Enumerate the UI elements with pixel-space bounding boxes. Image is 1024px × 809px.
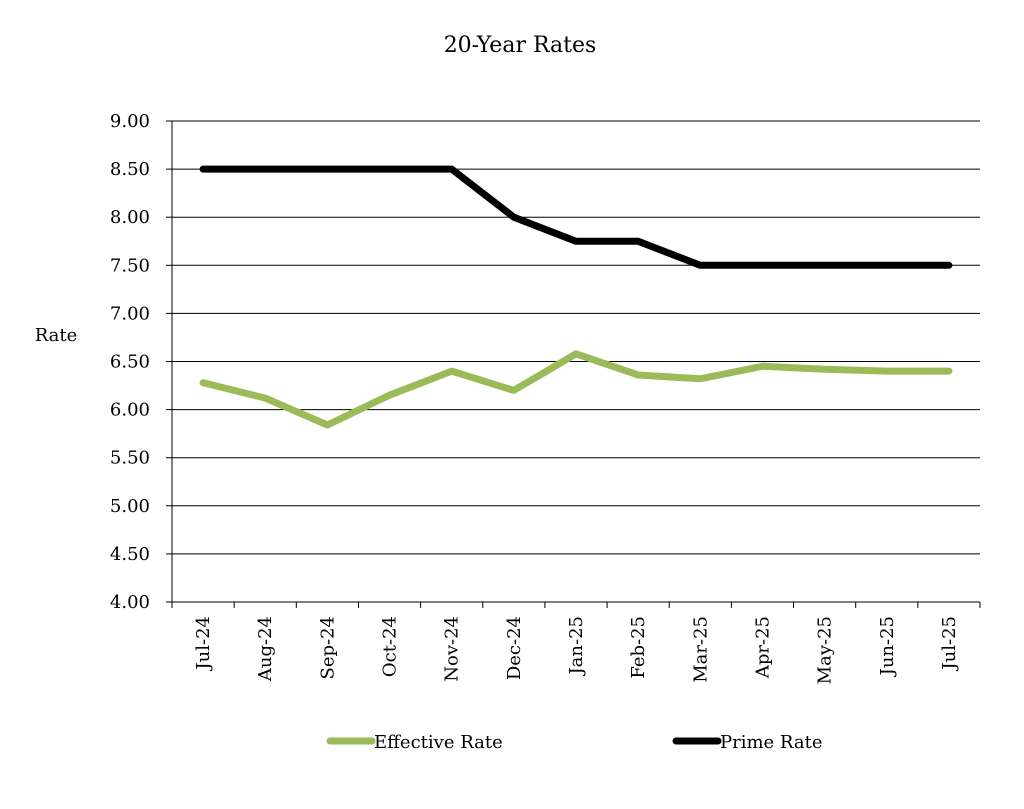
x-tick-label: Jun-25 [877, 616, 898, 677]
x-tick-label: Nov-24 [442, 616, 463, 682]
x-tick-label: Oct-24 [380, 616, 401, 677]
y-tick-label: 8.00 [110, 207, 150, 228]
legend-label: Prime Rate [720, 732, 823, 753]
legend: Effective Rate Prime Rate [326, 732, 823, 753]
y-tick-label: 5.00 [110, 496, 150, 517]
y-tick-label: 7.00 [110, 303, 150, 324]
series-layer [199, 165, 953, 429]
axes [171, 121, 981, 608]
y-tick-label: 5.50 [110, 448, 150, 469]
x-tick-label: Dec-24 [504, 616, 525, 680]
series-line-0 [199, 350, 953, 429]
grid-lines [166, 120, 980, 603]
x-tick-label: Jul-25 [939, 616, 960, 672]
x-tick-label: May-25 [815, 616, 836, 684]
y-tick-label: 4.00 [110, 592, 150, 613]
y-tick-label: 9.00 [110, 111, 150, 132]
legend-label: Effective Rate [374, 732, 503, 753]
y-tick-label: 7.50 [110, 255, 150, 276]
x-tick-labels: Jul-24 Aug-24 Sep-24 Oct-24 Nov-24 Dec-24 Jan-… [193, 616, 960, 684]
x-tick-label: Apr-25 [752, 616, 773, 679]
x-tick-label: Mar-25 [690, 616, 711, 683]
y-tick-label: 8.50 [110, 159, 150, 180]
x-tick-label: Sep-24 [317, 616, 338, 680]
chart-title: 20-Year Rates [444, 33, 597, 58]
x-tick-label: Feb-25 [628, 616, 649, 679]
x-tick-label: Aug-24 [255, 616, 276, 682]
x-tick-label: Jan-25 [566, 616, 587, 677]
x-tick-label: Jul-24 [193, 616, 214, 672]
y-tick-labels: 4.00 4.50 5.00 5.50 6.00 6.50 7.00 7.50 8.00 8.50… [110, 111, 150, 613]
y-tick-label: 6.50 [110, 352, 150, 373]
y-tick-label: 4.50 [110, 544, 150, 565]
y-tick-label: 6.00 [110, 400, 150, 421]
series-line-1 [199, 165, 953, 269]
y-axis-label: Rate [35, 325, 78, 346]
